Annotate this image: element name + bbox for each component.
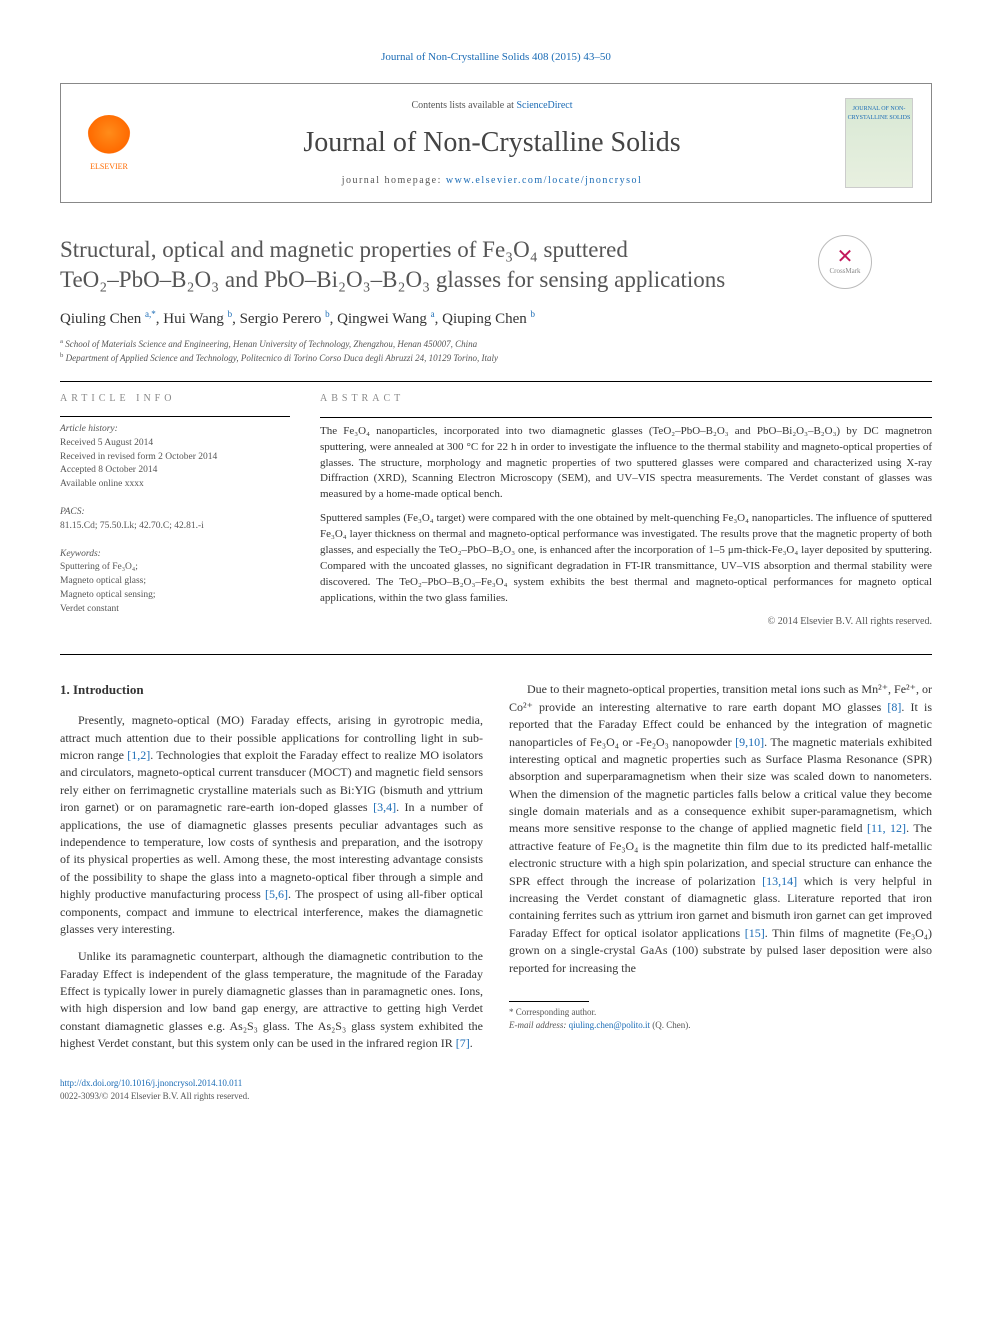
history-online: Available online xxxx bbox=[60, 478, 290, 492]
bottom-meta: http://dx.doi.org/10.1016/j.jnoncrysol.2… bbox=[60, 1077, 932, 1104]
journal-header: ELSEVIER Contents lists available at Sci… bbox=[60, 83, 932, 203]
sciencedirect-link[interactable]: ScienceDirect bbox=[516, 100, 572, 111]
divider bbox=[60, 381, 932, 382]
abstract-heading: abstract bbox=[320, 392, 932, 407]
homepage-link[interactable]: www.elsevier.com/locate/jnoncrysol bbox=[446, 175, 642, 186]
issn-copyright: 0022-3093/© 2014 Elsevier B.V. All right… bbox=[60, 1091, 249, 1101]
intro-p2: Unlike its paramagnetic counterpart, alt… bbox=[60, 948, 483, 1052]
intro-p3: Due to their magneto-optical properties,… bbox=[509, 681, 932, 977]
pacs-label: PACS: bbox=[60, 506, 290, 520]
divider-2 bbox=[60, 654, 932, 655]
pacs-codes: 81.15.Cd; 75.50.Lk; 42.70.C; 42.81.-i bbox=[60, 520, 290, 534]
email-suffix: (Q. Chen). bbox=[650, 1020, 691, 1030]
crossmark-badge[interactable]: ✕ CrossMark bbox=[818, 235, 872, 289]
keyword-1: Sputtering of Fe₃O₄; bbox=[60, 561, 290, 575]
affiliation-b: Department of Applied Science and Techno… bbox=[66, 353, 498, 363]
title-line-1: Structural, optical and magnetic propert… bbox=[60, 237, 628, 262]
homepage-line: journal homepage: www.elsevier.com/locat… bbox=[139, 174, 845, 188]
elsevier-logo: ELSEVIER bbox=[79, 108, 139, 178]
elsevier-tree-icon bbox=[87, 115, 131, 159]
author-list: Qiuling Chen a,*, Hui Wang b, Sergio Per… bbox=[60, 309, 932, 330]
abstract-p1: The Fe₃O₄ nanoparticles, incorporated in… bbox=[320, 424, 932, 504]
contents-prefix: Contents lists available at bbox=[411, 100, 516, 111]
title-line-2: TeO₂–PbO–B₂O₃ and PbO–Bi₂O₃–B₂O₃ glasses… bbox=[60, 267, 725, 292]
history-label: Article history: bbox=[60, 423, 290, 437]
keyword-2: Magneto optical glass; bbox=[60, 575, 290, 589]
body-text: 1. Introduction Presently, magneto-optic… bbox=[60, 681, 932, 1052]
footnote-separator bbox=[509, 1001, 589, 1002]
corr-author-marker: * Corresponding author. bbox=[509, 1006, 932, 1019]
article-info-column: article info Article history: Received 5… bbox=[60, 392, 290, 630]
crossmark-label: CrossMark bbox=[829, 267, 860, 277]
article-title: Structural, optical and magnetic propert… bbox=[60, 235, 932, 295]
contents-line: Contents lists available at ScienceDirec… bbox=[139, 99, 845, 113]
corr-email-link[interactable]: qiuling.chen@polito.it bbox=[569, 1020, 650, 1030]
affiliation-a: School of Materials Science and Engineer… bbox=[65, 339, 477, 349]
intro-p1: Presently, magneto-optical (MO) Faraday … bbox=[60, 712, 483, 938]
keyword-4: Verdet constant bbox=[60, 603, 290, 617]
journal-cover-thumbnail: JOURNAL OF NON-CRYSTALLINE SOLIDS bbox=[845, 98, 913, 188]
keywords-label: Keywords: bbox=[60, 548, 290, 562]
corresponding-footnote: * Corresponding author. E-mail address: … bbox=[509, 1006, 932, 1031]
journal-title: Journal of Non-Crystalline Solids bbox=[139, 123, 845, 162]
keyword-3: Magneto optical sensing; bbox=[60, 589, 290, 603]
top-citation: Journal of Non-Crystalline Solids 408 (2… bbox=[60, 50, 932, 65]
history-accepted: Accepted 8 October 2014 bbox=[60, 464, 290, 478]
history-received: Received 5 August 2014 bbox=[60, 437, 290, 451]
doi-link[interactable]: http://dx.doi.org/10.1016/j.jnoncrysol.2… bbox=[60, 1078, 242, 1088]
homepage-prefix: journal homepage: bbox=[342, 175, 446, 186]
crossmark-icon: ✕ bbox=[837, 247, 854, 267]
abstract-p2: Sputtered samples (Fe₃O₄ target) were co… bbox=[320, 511, 932, 607]
elsevier-label: ELSEVIER bbox=[90, 161, 128, 172]
abstract-column: abstract The Fe₃O₄ nanoparticles, incorp… bbox=[320, 392, 932, 630]
section-1-heading: 1. Introduction bbox=[60, 681, 483, 700]
abstract-copyright: © 2014 Elsevier B.V. All rights reserved… bbox=[320, 615, 932, 630]
affiliations: a School of Materials Science and Engine… bbox=[60, 338, 932, 365]
email-label: E-mail address: bbox=[509, 1020, 569, 1030]
history-revised: Received in revised form 2 October 2014 bbox=[60, 451, 290, 465]
article-info-heading: article info bbox=[60, 392, 290, 406]
